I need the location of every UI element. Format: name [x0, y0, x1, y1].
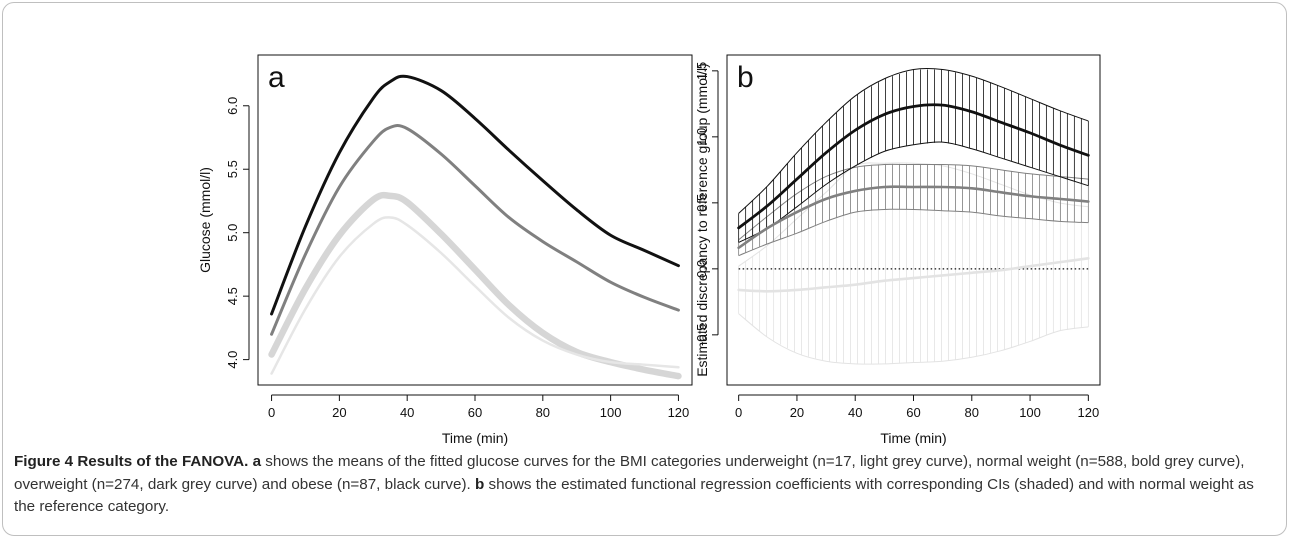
series-line-0: [737, 103, 1090, 230]
panel-b: 0 20 40 60 80 100 120 -0.5 0.0 0.5 1.0 1.5 Time (min…: [694, 54, 1101, 446]
x-tick-label: 100: [1019, 405, 1041, 420]
figure-svg: 0 20 40 60 80 100 120 4.0 4.5 5.0 5.5 6.0 Time (min)…: [197, 54, 1101, 446]
series-line-0: [270, 74, 680, 316]
x-tick-label: 60: [468, 405, 482, 420]
x-tick-label: 20: [790, 405, 804, 420]
caption-a-letter: a: [252, 453, 262, 470]
x-tick-label: 40: [848, 405, 862, 420]
x-tick-label: 100: [600, 405, 622, 420]
y-tick-label: 5.0: [225, 224, 240, 242]
x-axis-title: Time (min): [880, 430, 946, 446]
caption-title: Results of the FANOVA.: [77, 453, 249, 470]
plot-frame: [726, 54, 1101, 386]
x-tick-label: 80: [536, 405, 550, 420]
y-tick-label: 1.5: [694, 62, 709, 80]
y-tick-label: 1.0: [694, 128, 709, 146]
figure-caption: Figure 4 Results of the FANOVA. a shows …: [14, 451, 1276, 519]
x-tick-label: 120: [1077, 405, 1099, 420]
caption-b-text: shows the estimated functional regressio…: [14, 475, 1254, 516]
x-tick-label: 20: [332, 405, 346, 420]
panel-letter: a: [268, 61, 285, 94]
y-axis-title: Glucose (mmol/l): [197, 167, 213, 273]
y-tick-label: -0.5: [694, 324, 709, 346]
plot-frame: [257, 54, 693, 386]
y-axis-title: Estimated discrepancy to reference group…: [694, 63, 710, 377]
x-axis-title: Time (min): [442, 430, 508, 446]
caption-a-text: shows the means of the fitted glucose cu…: [14, 453, 1245, 493]
x-tick-label: 40: [400, 405, 414, 420]
series-line-2: [737, 256, 1090, 293]
x-tick-label: 0: [268, 405, 275, 420]
caption-label: Figure 4: [14, 453, 74, 470]
y-tick-label: 0.5: [694, 194, 709, 212]
caption-b-letter: b: [474, 475, 485, 493]
x-tick-label: 60: [906, 405, 920, 420]
y-tick-label: 5.5: [225, 160, 240, 178]
x-tick-label: 80: [965, 405, 979, 420]
figure-frame: [2, 2, 1287, 536]
panel-letter: b: [737, 61, 754, 94]
y-tick-label: 4.0: [225, 351, 240, 369]
series-line-1: [737, 185, 1090, 250]
panel-a: 0 20 40 60 80 100 120 4.0 4.5 5.0 5.5 6.0 Time (min)…: [197, 54, 693, 446]
y-tick-label: 0.0: [694, 260, 709, 278]
series-line-1: [270, 124, 680, 336]
series-line-3: [270, 216, 680, 375]
x-tick-label: 120: [668, 405, 690, 420]
y-tick-label: 6.0: [225, 97, 240, 115]
y-tick-label: 4.5: [225, 287, 240, 305]
x-tick-label: 0: [735, 405, 742, 420]
